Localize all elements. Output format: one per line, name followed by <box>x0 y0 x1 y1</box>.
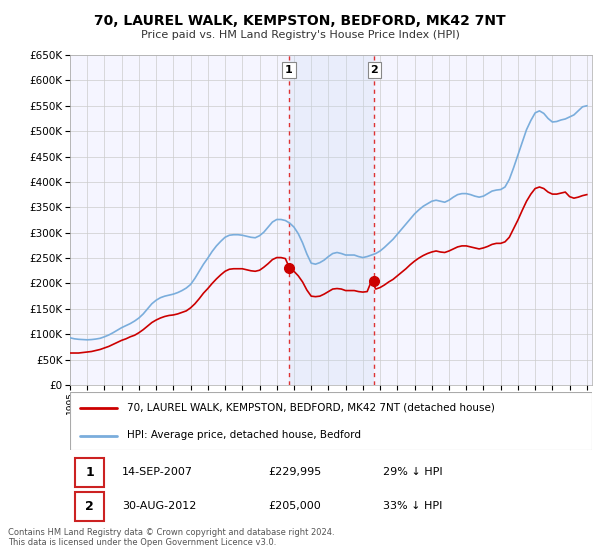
Bar <box>289 55 374 385</box>
Text: 29% ↓ HPI: 29% ↓ HPI <box>383 467 443 477</box>
Text: Contains HM Land Registry data © Crown copyright and database right 2024.
This d: Contains HM Land Registry data © Crown c… <box>8 528 335 548</box>
FancyBboxPatch shape <box>70 392 592 450</box>
Text: 1: 1 <box>285 65 293 75</box>
Text: Price paid vs. HM Land Registry's House Price Index (HPI): Price paid vs. HM Land Registry's House … <box>140 30 460 40</box>
Text: 30-AUG-2012: 30-AUG-2012 <box>122 501 197 511</box>
FancyBboxPatch shape <box>75 458 104 487</box>
Text: 33% ↓ HPI: 33% ↓ HPI <box>383 501 443 511</box>
Text: £229,995: £229,995 <box>268 467 322 477</box>
Text: £205,000: £205,000 <box>268 501 321 511</box>
Text: 1: 1 <box>85 466 94 479</box>
Text: 14-SEP-2007: 14-SEP-2007 <box>122 467 193 477</box>
Text: 70, LAUREL WALK, KEMPSTON, BEDFORD, MK42 7NT (detached house): 70, LAUREL WALK, KEMPSTON, BEDFORD, MK42… <box>127 403 495 413</box>
Text: 70, LAUREL WALK, KEMPSTON, BEDFORD, MK42 7NT: 70, LAUREL WALK, KEMPSTON, BEDFORD, MK42… <box>94 14 506 28</box>
FancyBboxPatch shape <box>75 492 104 521</box>
Text: 2: 2 <box>370 65 378 75</box>
Text: 2: 2 <box>85 500 94 513</box>
Text: HPI: Average price, detached house, Bedford: HPI: Average price, detached house, Bedf… <box>127 431 361 441</box>
